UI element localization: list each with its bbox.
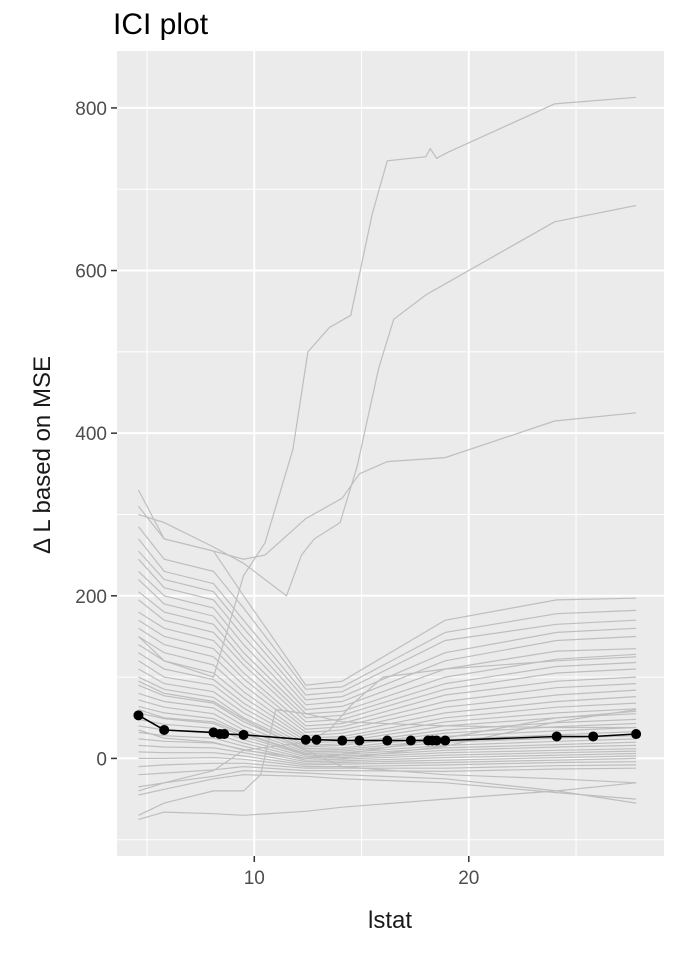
- average-point: [133, 710, 144, 721]
- ici-line-38: [138, 782, 637, 820]
- ici-line-7: [138, 550, 637, 701]
- average-point: [551, 731, 562, 742]
- ici-line-43: [138, 710, 637, 760]
- ici-line-36: [138, 769, 637, 804]
- y-tick-label: 600: [75, 262, 107, 283]
- average-point: [311, 734, 322, 745]
- ici-line-34: [138, 762, 637, 769]
- ici-line-15: [138, 627, 637, 734]
- ici-line-26: [138, 712, 637, 756]
- x-tick-label: 20: [458, 868, 479, 889]
- ici-line-42: [138, 709, 637, 760]
- average-point: [354, 735, 365, 746]
- x-tick-label: 10: [244, 868, 265, 889]
- grid-major: [117, 51, 664, 856]
- average-point: [337, 735, 348, 746]
- ici-line-30: [138, 738, 637, 763]
- average-point: [159, 724, 170, 735]
- grid-minor: [117, 51, 664, 856]
- ici-line-11: [138, 591, 637, 719]
- average-point: [588, 731, 599, 742]
- ici-line-21: [138, 676, 637, 748]
- ici-line-39: [138, 708, 637, 816]
- ici-line-13: [138, 611, 637, 727]
- ici-line-6: [138, 538, 637, 696]
- ici-line-31: [138, 744, 637, 764]
- average-point: [300, 734, 311, 745]
- average-point: [382, 735, 393, 746]
- plot-panel: [117, 51, 664, 856]
- average-point: [440, 735, 451, 746]
- average-point: [238, 729, 249, 740]
- ici-line-32: [138, 751, 637, 766]
- ici-line-41: [138, 680, 637, 784]
- ici-line-22: [138, 684, 637, 750]
- ici-line-1: [138, 96, 637, 678]
- y-axis-title: Δ L based on MSE: [29, 356, 56, 554]
- average-point: [631, 729, 642, 740]
- average-point: [219, 729, 230, 740]
- ici-lines: [137, 96, 637, 820]
- x-axis-title: lstat: [368, 907, 412, 934]
- ici-line-4: [138, 506, 637, 686]
- ici-line-25: [138, 705, 637, 755]
- ici-line-14: [138, 619, 637, 730]
- ici-line-27: [138, 718, 637, 758]
- ici-line-8: [138, 558, 637, 706]
- ici-line-5: [138, 526, 637, 690]
- ici-line-12: [138, 599, 637, 723]
- ici-line-29: [138, 731, 637, 761]
- chart-title: ICI plot: [113, 8, 209, 41]
- average-point: [431, 735, 442, 746]
- ici-line-33: [138, 756, 637, 768]
- y-tick-label: 0: [96, 749, 107, 770]
- y-tick-label: 200: [75, 587, 107, 608]
- ici-line-37: [138, 774, 637, 800]
- y-axis: 0 200 400 600 800: [75, 99, 117, 770]
- y-tick-label: 400: [75, 424, 107, 445]
- ici-line-24: [138, 699, 637, 753]
- x-axis: 10 20: [244, 856, 479, 889]
- ici-line-9: [138, 570, 637, 711]
- average-points: [133, 710, 642, 746]
- ici-line-40: [138, 656, 637, 792]
- y-tick-label: 800: [75, 99, 107, 120]
- ici-line-35: [138, 765, 637, 776]
- average-point: [405, 735, 416, 746]
